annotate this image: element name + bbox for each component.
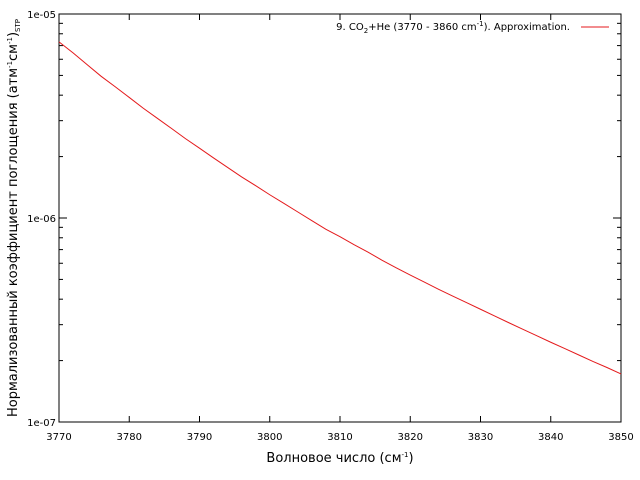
x-tick-label: 3780	[117, 432, 142, 443]
x-tick-label: 3820	[398, 432, 423, 443]
y-tick-label: 1e-07	[27, 418, 56, 429]
plot-frame	[58, 13, 622, 423]
x-tick-label: 3790	[187, 432, 212, 443]
x-tick-label: 3850	[608, 432, 633, 443]
series-line	[58, 41, 622, 375]
y-tick-label: 1e-06	[27, 214, 56, 225]
x-tick-label: 3810	[327, 432, 352, 443]
x-axis-ticks: 3770 3780 3790 3800 3810 3820 3830 3840 3850	[46, 14, 634, 443]
x-tick-label: 3800	[257, 432, 282, 443]
x-tick-label: 3840	[538, 432, 563, 443]
legend: 9. CO2+He (3770 - 3860 cm-1). Approximat…	[336, 20, 609, 35]
x-tick-label: 3770	[46, 432, 71, 443]
y-tick-label: 1e-05	[27, 10, 56, 21]
x-tick-label: 3830	[468, 432, 493, 443]
legend-entry-label: 9. CO2+He (3770 - 3860 cm-1). Approximat…	[336, 20, 570, 35]
x-axis-label: Волновое число (см-1)	[266, 451, 413, 466]
y-axis-ticks: 1e-07 1e-06 1e-05	[27, 10, 621, 429]
y-axis-label: Нормализованный коэффициент поглощения (…	[6, 19, 22, 417]
